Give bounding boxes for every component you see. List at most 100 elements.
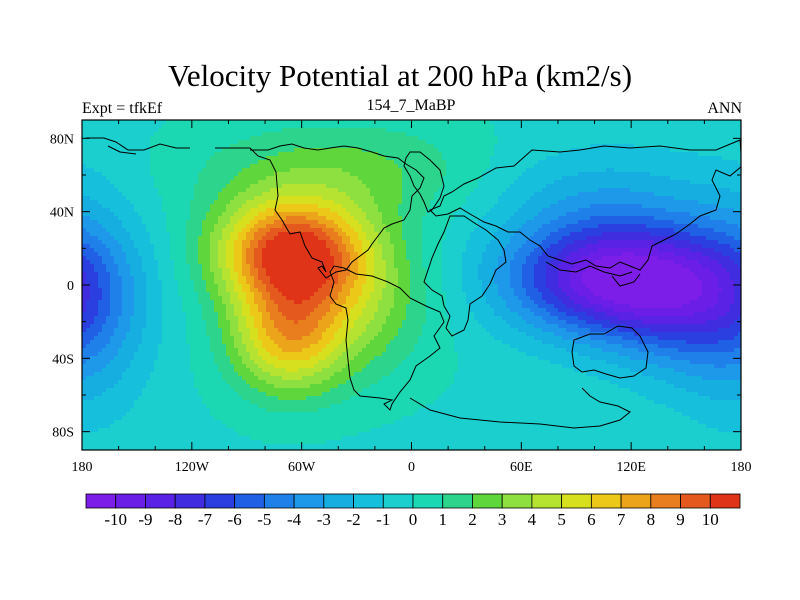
field-cell	[82, 168, 87, 173]
field-cell	[546, 144, 551, 149]
field-cell	[98, 224, 103, 229]
field-cell	[730, 220, 735, 225]
field-cell	[210, 228, 215, 233]
field-cell	[286, 160, 291, 165]
field-cell	[690, 232, 695, 237]
field-cell	[346, 196, 351, 201]
field-cell	[402, 152, 407, 157]
field-cell	[162, 152, 167, 157]
field-cell	[738, 132, 741, 137]
field-cell	[410, 160, 415, 165]
field-cell	[670, 124, 675, 129]
field-cell	[446, 180, 451, 185]
field-cell	[286, 208, 291, 213]
field-cell	[638, 212, 643, 217]
field-cell	[738, 176, 741, 181]
field-cell	[546, 132, 551, 137]
field-cell	[506, 236, 511, 241]
field-cell	[242, 208, 247, 213]
field-cell	[478, 168, 483, 173]
field-cell	[266, 172, 271, 177]
field-cell	[314, 180, 319, 185]
field-cell	[166, 228, 171, 233]
field-cell	[550, 180, 555, 185]
field-cell	[490, 164, 495, 169]
field-cell	[606, 140, 611, 145]
field-cell	[350, 156, 355, 161]
field-cell	[302, 132, 307, 137]
field-cell	[658, 188, 663, 193]
field-cell	[514, 200, 519, 205]
field-cell	[458, 176, 463, 181]
field-cell	[398, 184, 403, 189]
field-cell	[406, 220, 411, 225]
field-cell	[650, 188, 655, 193]
field-cell	[450, 236, 455, 241]
field-cell	[190, 160, 195, 165]
field-cell	[334, 204, 339, 209]
field-cell	[362, 156, 367, 161]
field-cell	[146, 152, 151, 157]
field-cell	[650, 208, 655, 213]
field-cell	[678, 168, 683, 173]
field-cell	[690, 236, 695, 241]
field-cell	[134, 132, 139, 137]
field-cell	[530, 184, 535, 189]
field-cell	[530, 216, 535, 221]
field-cell	[702, 160, 707, 165]
field-cell	[638, 160, 643, 165]
field-cell	[194, 236, 199, 241]
field-cell	[546, 184, 551, 189]
field-cell	[414, 152, 419, 157]
field-cell	[422, 184, 427, 189]
field-cell	[138, 156, 143, 161]
field-cell	[438, 200, 443, 205]
field-cell	[690, 164, 695, 169]
field-cell	[118, 152, 123, 157]
field-cell	[610, 148, 615, 153]
field-cell	[730, 148, 735, 153]
field-cell	[210, 160, 215, 165]
field-cell	[702, 196, 707, 201]
field-cell	[266, 120, 271, 125]
field-cell	[222, 208, 227, 213]
field-cell	[238, 184, 243, 189]
field-cell	[510, 124, 515, 129]
field-cell	[626, 140, 631, 145]
field-cell	[358, 124, 363, 129]
field-cell	[506, 188, 511, 193]
field-cell	[458, 220, 463, 225]
field-cell	[250, 164, 255, 169]
field-cell	[286, 192, 291, 197]
field-cell	[410, 224, 415, 229]
field-cell	[618, 196, 623, 201]
field-cell	[406, 228, 411, 233]
field-cell	[174, 208, 179, 213]
field-cell	[586, 168, 591, 173]
field-cell	[170, 144, 175, 149]
field-cell	[538, 128, 543, 133]
field-cell	[486, 132, 491, 137]
field-cell	[394, 208, 399, 213]
field-cell	[322, 232, 327, 237]
field-cell	[698, 144, 703, 149]
field-cell	[90, 216, 95, 221]
field-cell	[582, 184, 587, 189]
field-cell	[198, 204, 203, 209]
field-cell	[178, 224, 183, 229]
field-cell	[402, 172, 407, 177]
field-cell	[510, 156, 515, 161]
field-cell	[306, 204, 311, 209]
field-cell	[518, 208, 523, 213]
field-cell	[334, 180, 339, 185]
field-cell	[642, 172, 647, 177]
field-cell	[650, 200, 655, 205]
field-cell	[606, 204, 611, 209]
field-cell	[82, 156, 87, 161]
field-cell	[582, 164, 587, 169]
field-cell	[294, 228, 299, 233]
field-cell	[186, 200, 191, 205]
field-cell	[686, 152, 691, 157]
field-cell	[370, 180, 375, 185]
field-cell	[474, 236, 479, 241]
